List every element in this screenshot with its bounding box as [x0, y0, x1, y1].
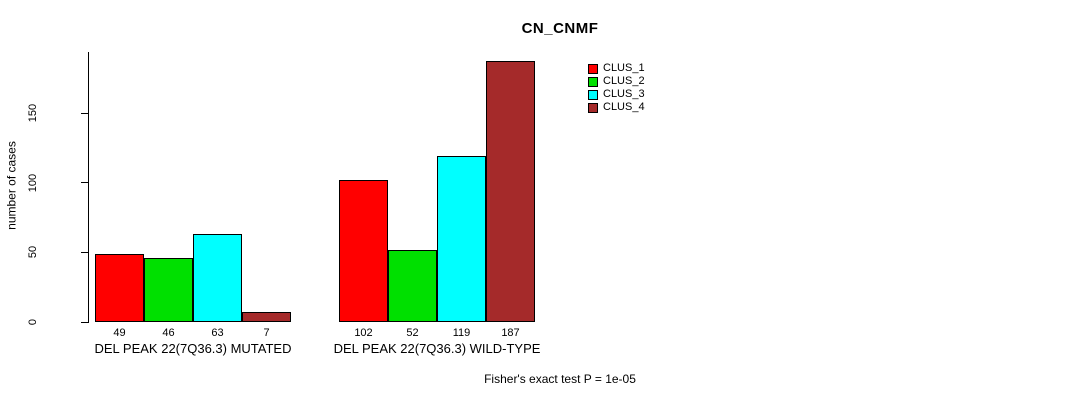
y-axis-label: number of cases — [4, 141, 19, 230]
group-label: DEL PEAK 22(7Q36.3) MUTATED — [94, 341, 292, 356]
y-tick-label: 150 — [27, 103, 39, 123]
legend-item: CLUS_3 — [588, 88, 645, 101]
bar-value-label: 119 — [452, 327, 471, 339]
bar-clus_2-group2 — [388, 249, 437, 322]
bar-clus_3-group2 — [437, 156, 486, 322]
chart-title: CN_CNMF — [521, 20, 599, 37]
legend-swatch — [588, 76, 598, 87]
y-tick-label: 50 — [27, 246, 39, 259]
legend-item: CLUS_2 — [588, 75, 645, 88]
y-tick — [81, 251, 88, 253]
legend-swatch — [588, 102, 598, 113]
legend: CLUS_1 CLUS_2 CLUS_3 CLUS_4 — [588, 62, 645, 114]
bar-value-label: 187 — [501, 327, 520, 339]
legend-swatch — [588, 89, 598, 100]
bar-value-label: 46 — [162, 327, 175, 339]
bar-clus_4-group2 — [486, 61, 535, 322]
bar-clus_2-group1 — [144, 257, 193, 322]
y-tick — [81, 321, 88, 323]
bar-value-label: 52 — [406, 327, 419, 339]
bar-clus_1-group2 — [339, 179, 388, 322]
legend-label: CLUS_2 — [603, 75, 645, 87]
annotation-text: Fisher's exact test P = 1e-05 — [484, 372, 636, 386]
bar-value-label: 49 — [113, 327, 126, 339]
y-axis-line — [88, 52, 89, 323]
y-tick — [81, 112, 88, 114]
bar-clus_3-group1 — [193, 234, 242, 322]
y-tick-label: 0 — [27, 318, 39, 326]
legend-item: CLUS_1 — [588, 62, 645, 75]
legend-item: CLUS_4 — [588, 101, 645, 114]
bar-value-label: 102 — [354, 327, 373, 339]
group-label: DEL PEAK 22(7Q36.3) WILD-TYPE — [333, 341, 541, 356]
bar-clus_4-group1 — [242, 312, 291, 322]
legend-swatch — [588, 63, 598, 74]
y-tick — [81, 182, 88, 184]
y-tick-label: 100 — [27, 173, 39, 192]
legend-label: CLUS_4 — [603, 101, 645, 113]
legend-label: CLUS_1 — [603, 62, 645, 74]
bar-value-label: 63 — [211, 327, 224, 339]
legend-label: CLUS_3 — [603, 88, 645, 100]
bar-value-label: 7 — [263, 327, 270, 339]
bar-clus_1-group1 — [95, 253, 144, 322]
